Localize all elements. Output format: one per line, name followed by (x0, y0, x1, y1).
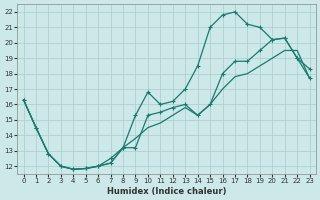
X-axis label: Humidex (Indice chaleur): Humidex (Indice chaleur) (107, 187, 226, 196)
